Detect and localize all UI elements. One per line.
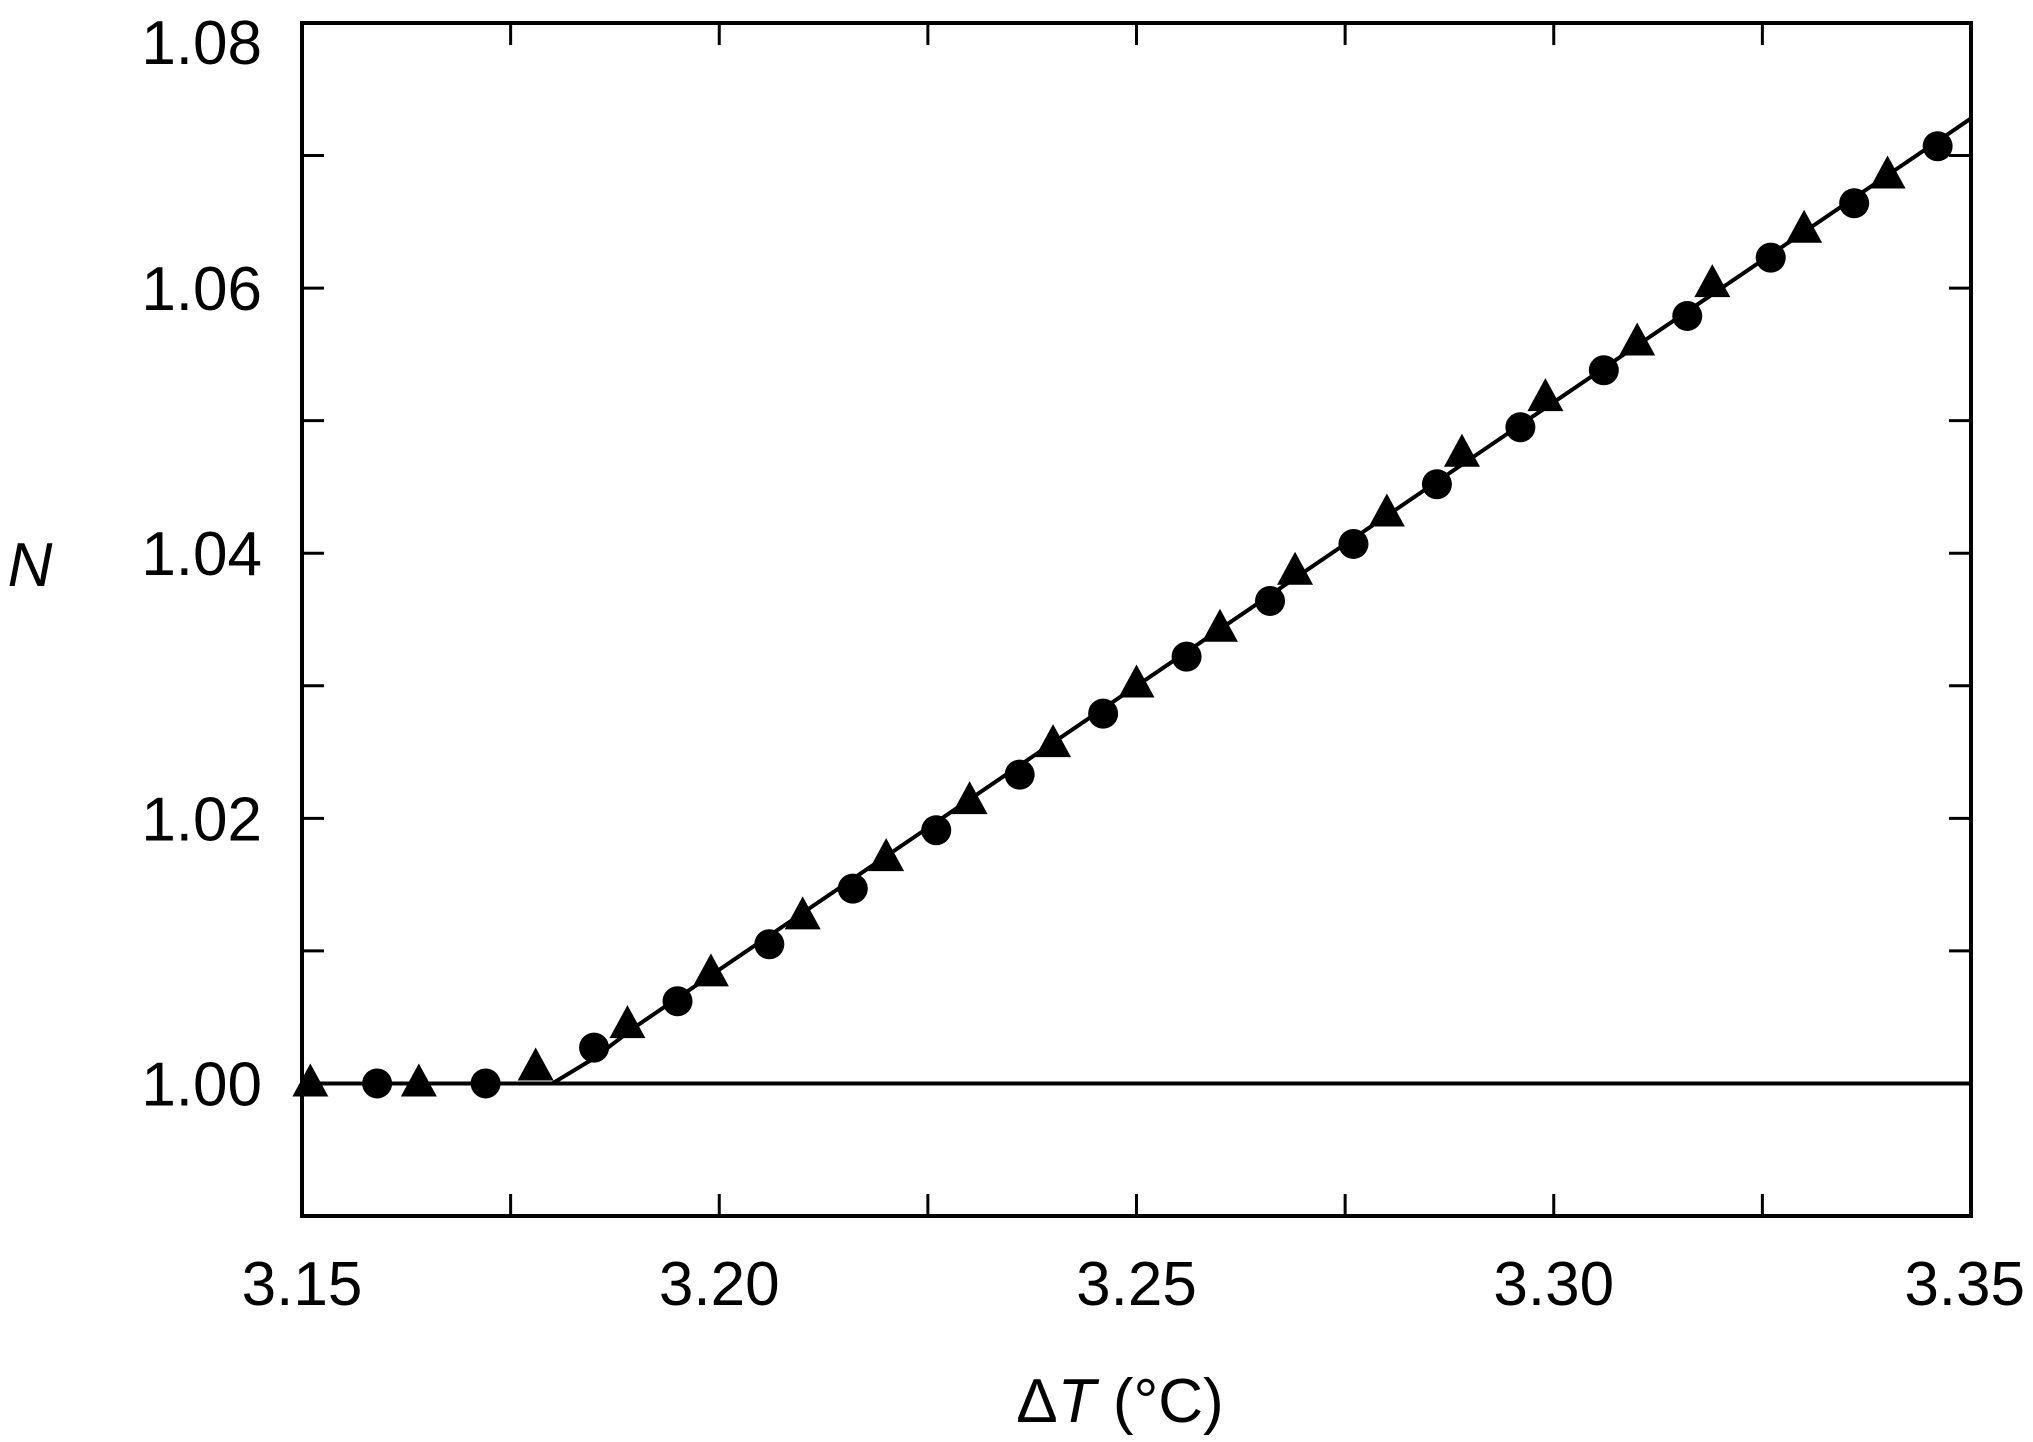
data-point-circle: [1672, 300, 1703, 331]
y-tick-label: 1.04: [141, 520, 262, 589]
tick-marks: [302, 23, 1971, 1216]
x-tick-labels: 3.15 3.20 3.25 3.30 3.35: [242, 1250, 2025, 1319]
data-point-triangle: [1694, 264, 1731, 298]
data-point-circle: [921, 815, 952, 846]
data-point-triangle: [609, 1005, 646, 1039]
y-tick-label: 1.08: [141, 9, 262, 78]
data-point-triangle: [784, 896, 821, 930]
data-point-triangle: [951, 781, 988, 815]
data-point-circle: [1088, 698, 1119, 729]
x-tick-label: 3.15: [242, 1250, 363, 1319]
fit-curve: [302, 116, 1973, 1086]
data-point-circle: [754, 929, 785, 960]
data-point-circle: [1839, 188, 1870, 219]
data-point-triangle: [1368, 493, 1405, 527]
data-point-circle: [662, 986, 693, 1017]
x-tick-label: 3.20: [659, 1250, 780, 1319]
data-point-triangle: [517, 1047, 554, 1081]
data-point-triangle: [1786, 209, 1823, 243]
data-point-circle: [1588, 355, 1619, 386]
x-axis-label: ΔT (°C): [1016, 1367, 1223, 1436]
data-point-circle: [470, 1068, 501, 1099]
y-tick-label: 1.00: [141, 1050, 262, 1119]
data-point-circle: [1255, 585, 1286, 616]
data-point-circle: [1004, 759, 1035, 790]
data-point-triangle: [692, 953, 729, 987]
plot-frame: [300, 21, 1973, 1218]
data-point-triangle: [1277, 551, 1314, 585]
data-point-circle: [1505, 412, 1536, 443]
data-point-triangle: [1619, 322, 1656, 356]
data-point-circle: [1922, 131, 1953, 162]
data-point-circle: [1171, 641, 1202, 672]
chart-lines: [302, 116, 1973, 1086]
data-point-triangle: [1869, 155, 1906, 189]
y-axis-label: N: [8, 531, 53, 600]
y-tick-label: 1.02: [141, 785, 262, 854]
data-point-circle: [1338, 528, 1369, 559]
data-point-triangle: [400, 1063, 437, 1097]
x-tick-label: 3.35: [1904, 1250, 2025, 1319]
data-point-triangle: [1118, 664, 1155, 698]
y-tick-labels: 1.00 1.02 1.04 1.06 1.08: [141, 9, 262, 1119]
data-point-triangle: [868, 838, 905, 872]
data-point-circle: [579, 1032, 610, 1063]
data-point-circle: [837, 873, 868, 904]
data-point-circle: [1421, 469, 1452, 500]
data-point-triangle: [292, 1063, 329, 1097]
data-point-triangle: [1035, 724, 1072, 758]
data-point-triangle: [1527, 378, 1564, 412]
x-tick-label: 3.25: [1076, 1250, 1197, 1319]
data-point-circle: [362, 1068, 393, 1099]
data-point-triangle: [1201, 608, 1238, 642]
data-markers: [292, 131, 1953, 1099]
x-tick-label: 3.30: [1493, 1250, 1614, 1319]
data-point-circle: [1755, 242, 1786, 273]
y-tick-label: 1.06: [141, 255, 262, 324]
data-point-triangle: [1443, 433, 1480, 467]
